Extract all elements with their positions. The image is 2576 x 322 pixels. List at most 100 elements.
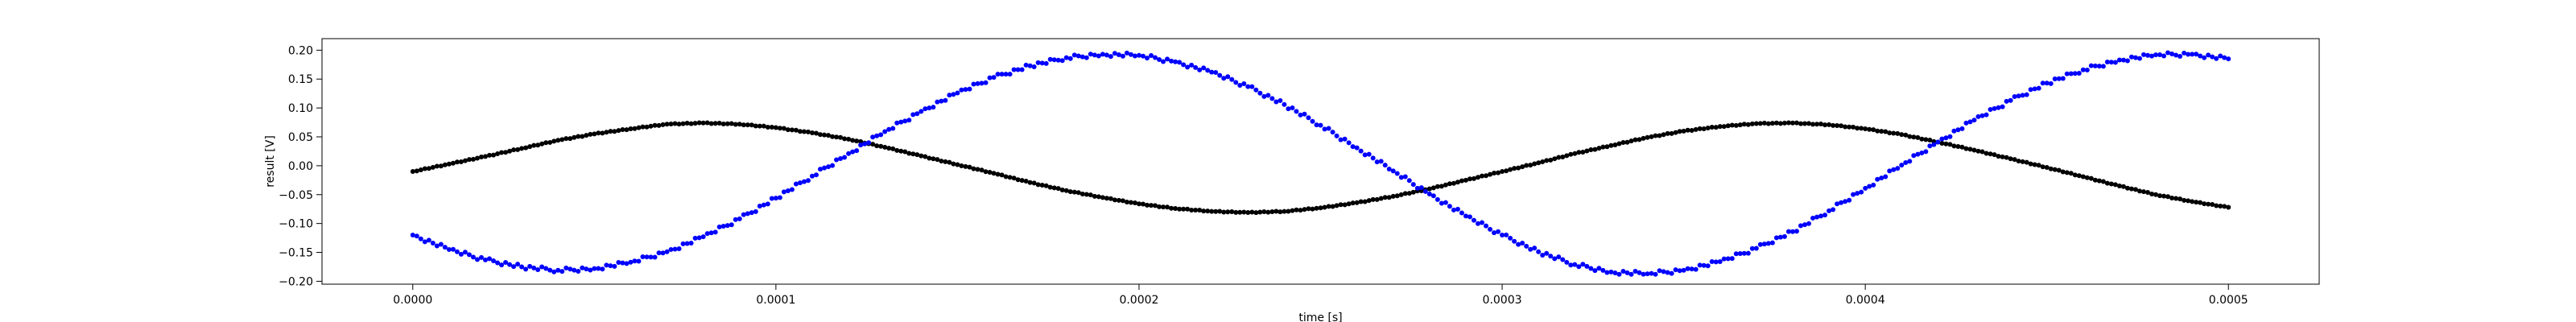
data-point [2100,179,2106,184]
data-point [2206,201,2211,207]
data-point [1831,122,1836,128]
data-point [1967,147,1973,152]
data-point [1100,52,1105,57]
data-point [2206,52,2211,58]
data-point [1096,53,1101,59]
data-point [995,171,1001,177]
data-point [676,122,682,127]
data-point [2052,167,2058,172]
data-point [1459,178,1464,184]
data-point [2024,159,2029,165]
data-point [1725,256,1731,262]
data-point [1709,259,1715,265]
data-point [466,157,472,163]
x-tick-label: 0.0005 [2209,294,2248,307]
data-point [438,242,444,247]
series-2 [410,50,2231,277]
data-point [458,159,464,165]
data-point [1863,185,1868,191]
data-point [1334,133,1340,138]
data-point [753,123,758,129]
data-point [2210,201,2215,207]
data-point [1568,262,1574,268]
data-point [1653,133,1658,138]
data-point [2096,178,2102,184]
data-point [1859,126,1864,131]
data-point [482,154,488,159]
data-point [2153,52,2159,58]
data-point [826,133,832,138]
data-point [1492,171,1497,176]
data-point [813,130,819,136]
data-point [1366,198,1372,204]
data-point [1851,192,1856,197]
data-point [668,246,674,252]
data-point [1080,54,1085,60]
data-point [2076,173,2082,179]
data-point [2020,159,2025,164]
data-point [1701,262,1707,268]
data-point [886,126,892,132]
series-layer [410,50,2231,277]
data-point [1039,60,1045,66]
data-point [2116,184,2122,188]
data-point [2060,76,2066,81]
data-point [1116,197,1121,203]
data-point [1669,130,1674,136]
data-point [1253,87,1259,93]
data-point [1294,109,1299,114]
data-point [1169,58,1174,64]
data-point [1624,270,1630,275]
data-point [939,159,944,164]
data-point [1705,263,1711,269]
data-point [1899,163,1905,168]
data-point [971,166,976,171]
data-point [1475,221,1480,226]
data-point [1422,188,1428,194]
data-point [971,81,976,87]
data-point [1572,151,1578,156]
data-point [2060,169,2066,175]
data-point [1729,256,1735,262]
data-point [1935,139,1941,145]
data-point [834,157,840,163]
data-point [414,168,419,174]
data-point [1757,121,1763,126]
data-point [1402,174,1408,180]
data-point [1915,151,1921,157]
data-point [789,187,795,192]
data-point [1201,65,1207,71]
data-point [1665,130,1670,136]
data-point [1524,163,1530,168]
data-point [1814,122,1819,127]
data-point [474,257,480,262]
data-point [975,80,980,86]
data-point [874,133,880,138]
data-point [1205,68,1211,73]
data-point [1733,251,1739,257]
data-point [1282,208,1287,214]
x-tick-label: 0.0002 [1119,294,1158,307]
data-point [1019,67,1025,72]
data-point [1624,139,1630,145]
data-point [1302,207,1307,213]
data-point [640,124,646,130]
data-point [987,170,993,175]
data-point [959,163,964,169]
data-point [959,87,964,93]
data-point [410,169,415,175]
data-point [1112,197,1117,203]
data-point [741,212,746,217]
data-point [1322,126,1327,132]
data-point [716,121,722,126]
data-point [1717,124,1723,130]
data-point [2012,93,2017,99]
data-point [1540,252,1546,258]
data-point [507,148,513,154]
x-tick-label: 0.0004 [1846,294,1885,307]
data-point [531,265,537,270]
data-point [656,250,662,256]
data-point [1552,156,1558,162]
data-point [1475,175,1480,180]
data-point [2056,167,2062,173]
